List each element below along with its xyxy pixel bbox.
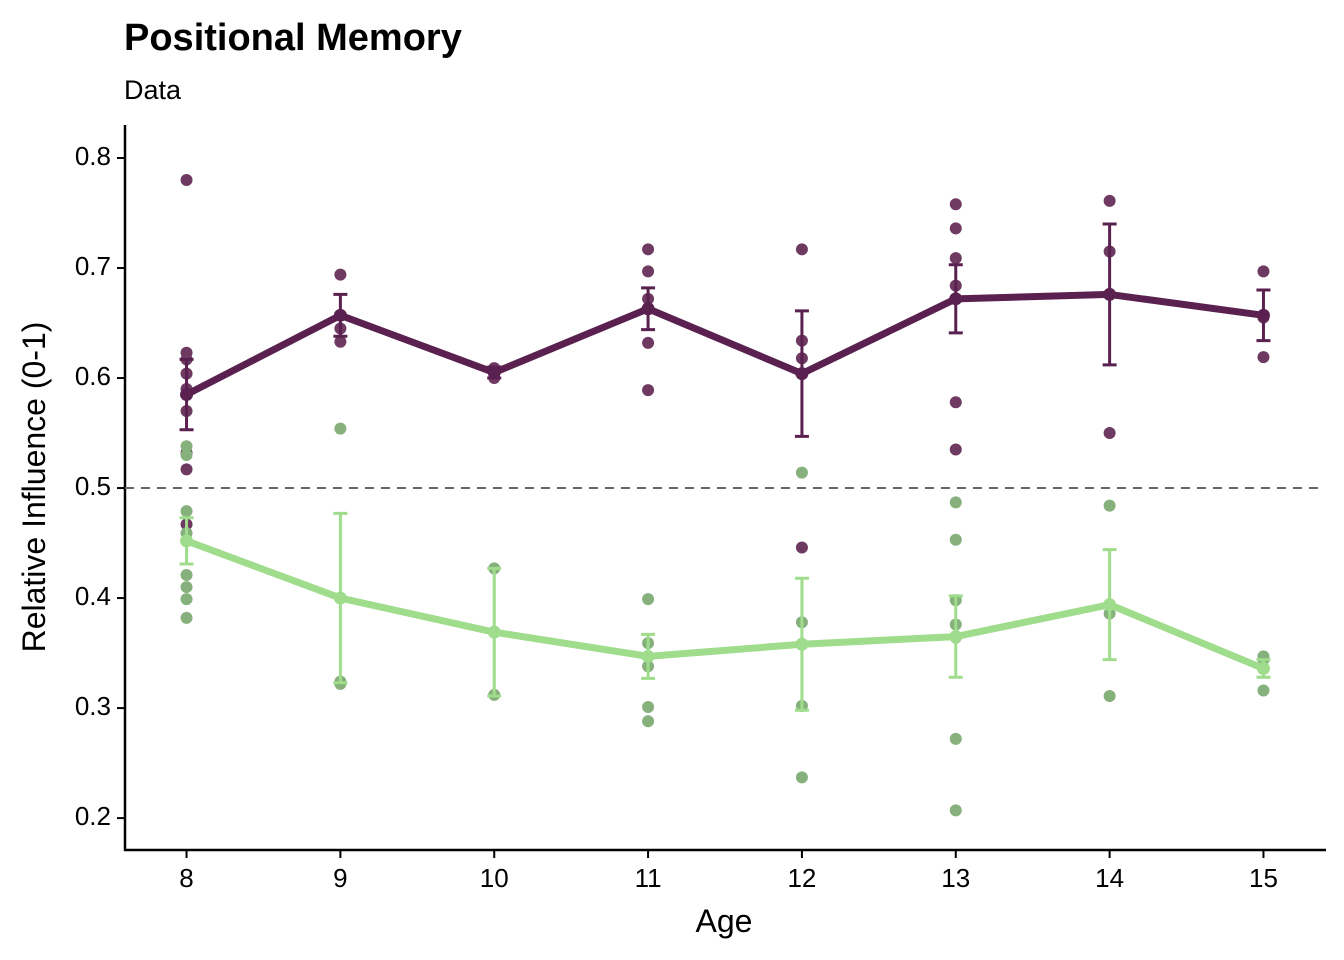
data-point [334,335,347,348]
data-point [795,771,808,784]
data-point [1103,689,1116,702]
x-tick-label: 15 [1249,863,1278,893]
data-point [180,440,193,453]
y-tick-label: 0.2 [75,801,111,831]
mean-point [487,366,501,380]
y-tick-label: 0.3 [75,691,111,721]
y-axis-label: Relative Influence (0-1) [16,322,52,653]
data-point [795,243,808,256]
data-point [642,336,655,349]
data-point [1103,194,1116,207]
mean-line [184,290,1264,398]
mean-point [333,591,347,605]
data-point [795,466,808,479]
data-point [949,804,962,817]
data-point [949,443,962,456]
data-point [1257,684,1270,697]
data-point [949,396,962,409]
data-point [180,505,193,518]
data-point [1103,427,1116,440]
data-point [1257,265,1270,278]
mean-point [795,367,809,381]
y-tick-label: 0.6 [75,361,111,391]
data-point [642,243,655,256]
mean-point [1103,598,1117,612]
data-point [180,174,193,187]
data-point [949,252,962,265]
x-tick-label: 11 [635,863,662,893]
x-tick-label: 10 [480,863,509,893]
data-point [949,732,962,745]
chart-title: Positional Memory [124,17,462,59]
mean-line [185,537,1265,672]
data-point [642,593,655,606]
data-point [642,715,655,728]
data-point [180,593,193,606]
data-point [334,268,347,281]
mean-point [795,637,809,651]
mean-point [949,630,963,644]
data-point [180,568,193,581]
y-tick-label: 0.8 [75,141,111,171]
mean-point [641,649,655,663]
chart-subtitle: Data [124,75,182,105]
mean-point [641,302,655,316]
data-point [1257,351,1270,364]
data-point [334,422,347,435]
x-tick-label: 13 [941,863,970,893]
mean-point [1256,308,1270,322]
data-point [642,700,655,713]
data-point [180,581,193,594]
data-point [949,496,962,509]
x-tick-label: 9 [333,863,347,893]
data-point [180,449,193,462]
data-point [180,611,193,624]
data-point [795,541,808,554]
data-point [949,222,962,235]
data-point [642,384,655,397]
mean-point [180,388,194,402]
data-point [949,533,962,546]
y-tick-label: 0.4 [75,581,111,611]
mean-point [487,625,501,639]
data-point [949,198,962,211]
mean-point [1103,287,1117,301]
mean-point [949,292,963,306]
x-axis-label: Age [696,903,753,939]
data-point [180,463,193,476]
data-point [642,265,655,278]
mean-point [333,308,347,322]
y-tick-label: 0.7 [75,251,111,281]
x-tick-label: 12 [787,863,816,893]
mean-point [1256,661,1270,675]
mean-point [180,534,194,548]
y-tick-label: 0.5 [75,471,111,501]
data-point [1103,499,1116,512]
x-tick-label: 8 [179,863,193,893]
x-tick-label: 14 [1095,863,1124,893]
